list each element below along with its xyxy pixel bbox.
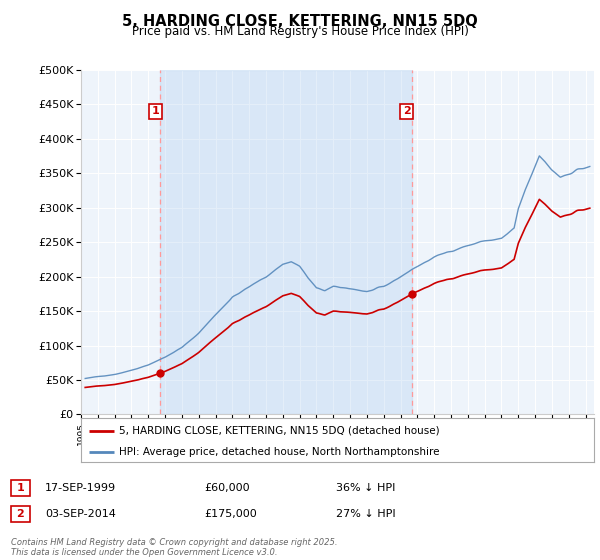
Text: £175,000: £175,000: [204, 509, 257, 519]
Text: 17-SEP-1999: 17-SEP-1999: [45, 483, 116, 493]
Text: 5, HARDING CLOSE, KETTERING, NN15 5DQ (detached house): 5, HARDING CLOSE, KETTERING, NN15 5DQ (d…: [119, 426, 440, 436]
Text: 5, HARDING CLOSE, KETTERING, NN15 5DQ: 5, HARDING CLOSE, KETTERING, NN15 5DQ: [122, 14, 478, 29]
Text: 2: 2: [17, 509, 24, 519]
Text: Contains HM Land Registry data © Crown copyright and database right 2025.
This d: Contains HM Land Registry data © Crown c…: [11, 538, 337, 557]
Text: 03-SEP-2014: 03-SEP-2014: [45, 509, 116, 519]
Text: 1: 1: [17, 483, 24, 493]
Bar: [160, 70, 412, 414]
Text: Price paid vs. HM Land Registry's House Price Index (HPI): Price paid vs. HM Land Registry's House …: [131, 25, 469, 38]
Text: £60,000: £60,000: [204, 483, 250, 493]
Text: HPI: Average price, detached house, North Northamptonshire: HPI: Average price, detached house, Nort…: [119, 447, 440, 458]
Text: 1: 1: [151, 106, 159, 116]
Text: 36% ↓ HPI: 36% ↓ HPI: [336, 483, 395, 493]
Text: 27% ↓ HPI: 27% ↓ HPI: [336, 509, 395, 519]
Text: 2: 2: [403, 106, 410, 116]
